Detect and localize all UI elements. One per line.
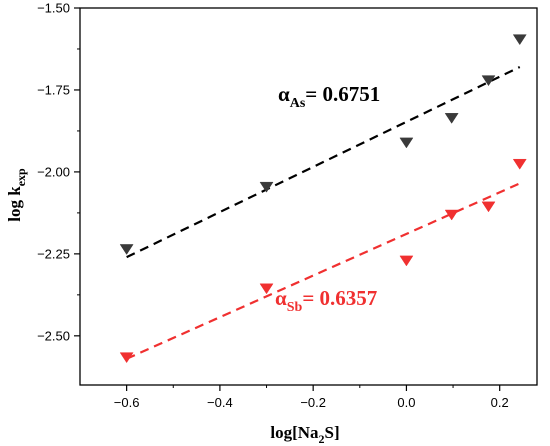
- plot-frame: [79, 7, 538, 386]
- y-tick-label: −2.00: [37, 164, 70, 179]
- fit-lines: [126, 66, 521, 360]
- x-tick-label: −0.2: [300, 395, 326, 410]
- data-point-as: [259, 181, 274, 193]
- x-tick-label: −0.4: [207, 395, 233, 410]
- y-tick-label: −1.75: [37, 82, 70, 97]
- axis-ticks: −0.6 −0.4 −0.2 0.0 0.2 −2.50 −2.25 −2.00 −1.75 −1…: [37, 1, 509, 411]
- data-markers: [119, 34, 527, 364]
- annotation-sb: αSb= 0.6357: [275, 286, 377, 315]
- y-tick-label: −2.25: [37, 246, 70, 261]
- data-point-as: [481, 75, 496, 87]
- data-point-sb: [259, 283, 274, 295]
- data-point-sb: [119, 352, 134, 364]
- x-tick-label: −0.6: [114, 395, 140, 410]
- fit-line-sb: [126, 182, 521, 360]
- data-point-as: [512, 34, 527, 46]
- x-axis-title: log[Na2S]: [270, 423, 339, 446]
- data-point-as: [119, 244, 134, 255]
- x-tick-label: 0.0: [397, 395, 415, 410]
- x-tick-label: 0.2: [491, 395, 509, 410]
- y-axis-title: log kexp: [5, 168, 28, 222]
- fit-line-as: [126, 66, 521, 259]
- data-point-sb: [481, 201, 496, 213]
- annotation-as: αAs= 0.6751: [278, 82, 380, 111]
- data-point-sb: [399, 255, 414, 267]
- y-tick-label: −1.50: [37, 1, 70, 16]
- data-point-sb: [444, 209, 459, 221]
- data-point-as: [444, 113, 459, 124]
- y-tick-label: −2.50: [37, 328, 70, 343]
- data-point-as: [399, 137, 414, 149]
- data-point-sb: [512, 158, 527, 170]
